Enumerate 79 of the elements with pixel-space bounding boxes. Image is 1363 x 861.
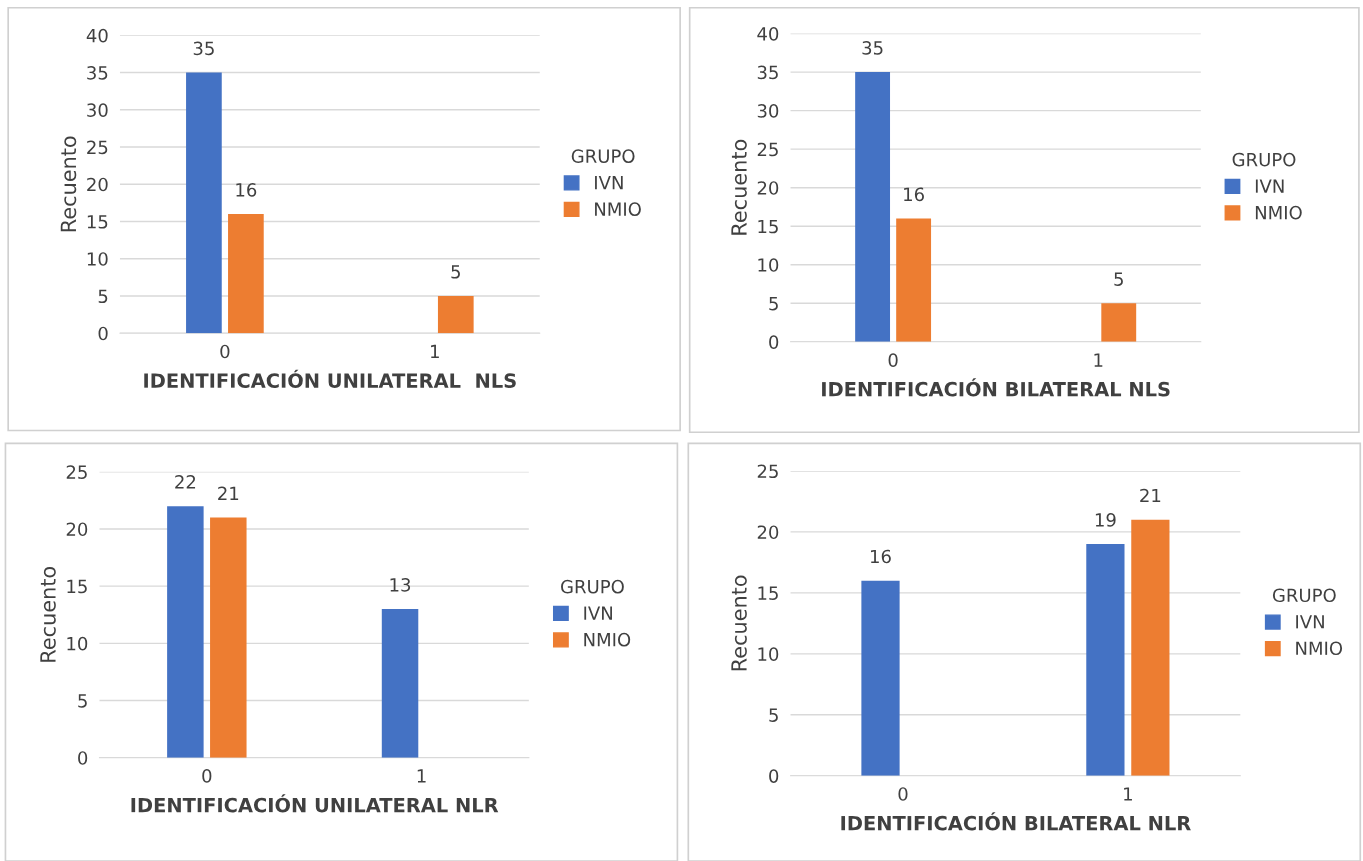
data-label: 35 xyxy=(193,41,214,56)
bar xyxy=(855,72,891,342)
legend-label: IVN xyxy=(595,176,623,190)
y-tick-label: 10 xyxy=(758,647,779,661)
legend-label: NMIO xyxy=(595,202,641,216)
y-tick-label: 20 xyxy=(87,177,108,192)
legend-label: NMIO xyxy=(1255,205,1302,220)
x-tick-label: 1 xyxy=(1094,353,1103,367)
legend-label: NMIO xyxy=(1296,641,1343,656)
legend-title: GRUPO xyxy=(571,149,635,163)
y-tick-label: 25 xyxy=(757,142,778,157)
bar xyxy=(1086,544,1125,776)
bar xyxy=(1131,519,1170,776)
y-tick-label: 0 xyxy=(769,335,779,349)
data-label: 5 xyxy=(451,265,460,279)
y-tick-label: 25 xyxy=(87,140,108,155)
y-tick-label: 10 xyxy=(758,258,779,272)
bar xyxy=(437,295,474,334)
data-label: 16 xyxy=(236,183,257,197)
x-tick-label: 1 xyxy=(1124,787,1132,801)
x-axis-title: IDENTIFICACIÓN UNILATERAL NLR xyxy=(131,794,499,813)
data-label: 5 xyxy=(1114,272,1123,286)
legend-title: GRUPO xyxy=(561,579,624,594)
y-tick-label: 20 xyxy=(757,181,779,195)
y-tick-label: 20 xyxy=(757,525,779,540)
data-label: 35 xyxy=(862,41,883,55)
y-tick-label: 0 xyxy=(78,751,88,765)
x-tick-label: 0 xyxy=(888,353,898,367)
x-axis-title: IDENTIFICACIÓN UNILATERAL NLS xyxy=(144,369,516,388)
y-tick-label: 35 xyxy=(87,66,108,80)
bar xyxy=(861,580,900,776)
y-tick-label: 35 xyxy=(757,65,778,80)
y-tick-label: 20 xyxy=(66,522,88,537)
y-tick-label: 15 xyxy=(87,215,108,229)
y-tick-label: 0 xyxy=(98,326,108,341)
legend-label: IVN xyxy=(1255,179,1284,193)
y-tick-label: 10 xyxy=(67,636,88,651)
bar xyxy=(896,218,932,342)
y-axis-title: Recuento xyxy=(731,575,747,671)
legend-title: GRUPO xyxy=(1232,152,1296,167)
legend-label: NMIO xyxy=(584,632,631,647)
data-label: 21 xyxy=(218,486,239,500)
x-tick-label: 1 xyxy=(417,769,426,783)
bar xyxy=(167,506,204,758)
x-axis-title: IDENTIFICACIÓN BILATERAL NLS xyxy=(822,378,1170,397)
y-tick-label: 30 xyxy=(87,103,108,117)
data-label: 19 xyxy=(1095,513,1116,527)
legend-label: IVN xyxy=(1296,615,1324,629)
y-axis-title: Recuento xyxy=(731,139,747,235)
bar xyxy=(381,609,419,758)
x-tick-label: 0 xyxy=(220,344,230,359)
y-tick-label: 10 xyxy=(87,252,108,266)
x-tick-label: 1 xyxy=(431,344,439,359)
y-tick-label: 5 xyxy=(769,296,778,311)
data-label: 13 xyxy=(390,577,411,592)
y-tick-label: 25 xyxy=(66,465,87,479)
legend-title: GRUPO xyxy=(1272,588,1336,603)
y-axis-title: Recuento xyxy=(60,136,77,232)
data-label: 21 xyxy=(1140,488,1161,503)
y-tick-label: 15 xyxy=(758,219,778,234)
data-label: 16 xyxy=(904,187,924,202)
bar xyxy=(210,517,247,758)
y-tick-label: 5 xyxy=(769,708,778,722)
y-tick-label: 40 xyxy=(86,28,108,43)
y-tick-label: 25 xyxy=(757,464,778,479)
bar xyxy=(228,214,264,334)
y-tick-label: 30 xyxy=(757,104,779,118)
legend-label: IVN xyxy=(584,606,612,620)
y-axis-title: Recuento xyxy=(40,566,56,662)
x-axis-title: IDENTIFICACIÓN BILATERAL NLR xyxy=(841,812,1191,831)
data-label: 16 xyxy=(870,549,891,564)
bar xyxy=(1101,303,1137,342)
bar xyxy=(186,72,222,334)
y-tick-label: 40 xyxy=(757,27,779,41)
y-tick-label: 5 xyxy=(98,289,108,304)
data-label: 22 xyxy=(175,475,196,489)
y-tick-label: 15 xyxy=(67,579,87,594)
y-tick-label: 5 xyxy=(78,694,87,708)
y-tick-label: 15 xyxy=(758,586,778,600)
